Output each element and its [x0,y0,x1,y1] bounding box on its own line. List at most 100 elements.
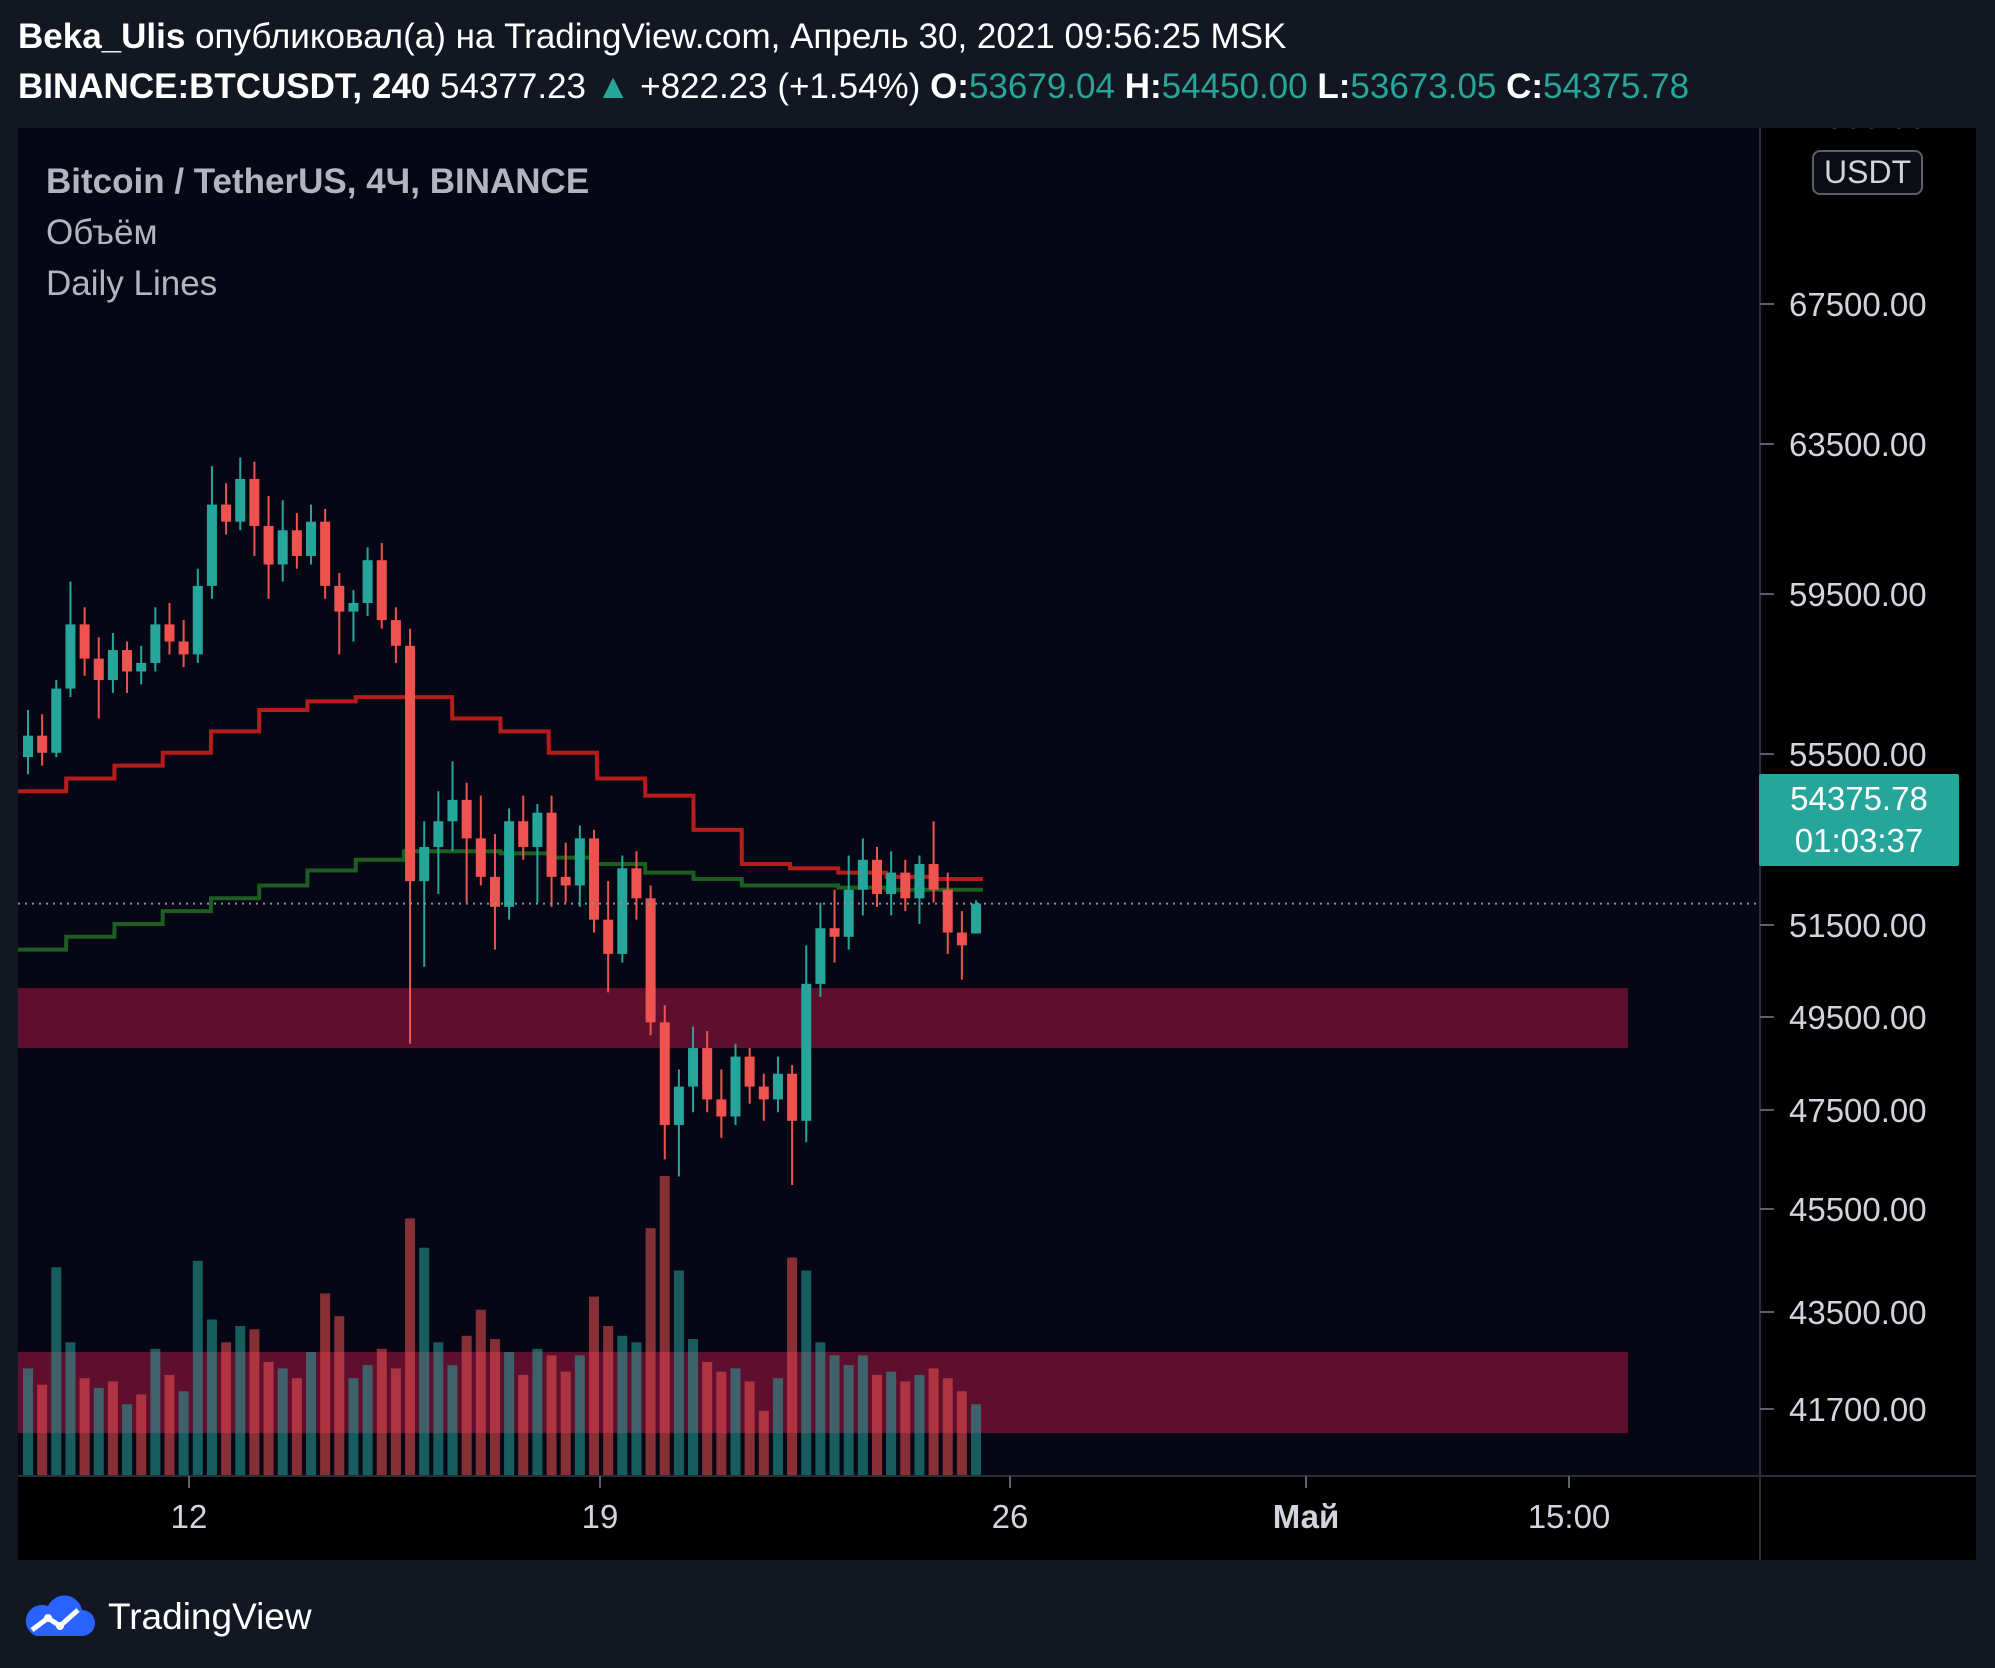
time-tick-label: 19 [582,1498,619,1535]
legend-volume[interactable]: Объём [46,213,158,252]
candle-body [348,603,359,612]
time-axis[interactable]: 12 19 26 Май 15:00 [18,1475,1976,1535]
price-axis[interactable]: 72500.00 67500.00 63500.00 59500.00 55500.00… [1759,128,1927,1560]
volume-bar [900,1381,911,1476]
candle-body [306,521,316,556]
volume-bar [617,1335,628,1476]
volume-bar [971,1404,982,1476]
close-label: C: [1506,67,1544,106]
volume-bar [306,1352,316,1476]
price-tick-label: 63500.00 [1789,426,1927,463]
candle [857,838,868,916]
candle-body [221,504,232,522]
author-name[interactable]: Beka_Ulis [18,17,186,56]
daily-line-red [18,695,983,882]
candle-body [603,919,614,954]
volume-bar [589,1296,599,1476]
candle-body [589,838,599,920]
candle [900,859,911,912]
candle [787,1065,798,1186]
candle-body [93,658,104,681]
candle-body [291,530,302,556]
candle [603,881,614,993]
candle [631,851,642,920]
volume-bar [93,1387,104,1476]
candle [829,889,840,963]
candle-body [702,1048,713,1100]
volume-bar [122,1404,133,1476]
candle-body [419,846,430,882]
candle [107,632,118,693]
candle [376,543,387,629]
volume-bar [376,1348,387,1476]
candle [405,628,416,1044]
candle-body [744,1056,755,1087]
volume-bar [65,1342,76,1476]
candle-body [971,903,982,934]
candle-body [320,521,331,586]
volume-bar [744,1381,755,1476]
high-value: 54450.00 [1161,67,1308,106]
candle [744,1048,755,1104]
candle [93,637,104,719]
volume-bar [136,1394,147,1476]
candle [334,573,345,655]
candle-body [489,876,500,907]
volume-bar [37,1384,48,1476]
candle [65,581,76,698]
candle [872,846,882,907]
candle-body [532,812,543,847]
chart-area[interactable]: 72500.00 67500.00 63500.00 59500.00 55500.00… [18,128,1976,1560]
candle [589,829,599,933]
candle [801,945,812,1143]
publication-line: Beka_Ulis опубликовал(а) на TradingView.… [18,12,1978,62]
legend-main-series[interactable]: Bitcoin / TetherUS, 4Ч, BINANCE [46,162,590,201]
volume-bar [886,1371,897,1476]
volume-bar [532,1348,543,1476]
candle-body [942,889,953,933]
candle-body [801,983,812,1121]
open-value: 53679.04 [968,67,1115,106]
candle-body [956,932,967,946]
volume-bar [447,1365,458,1476]
volume-bar [829,1355,840,1476]
candle-body [192,585,203,655]
candle-body [928,864,939,890]
open-label: O: [930,67,969,106]
volume-bar [348,1378,359,1476]
current-price-value: 54375.78 [1790,780,1928,817]
volume-bar [801,1270,812,1476]
candle-body [772,1073,783,1100]
volume-bar [659,1176,670,1476]
candle-body [334,585,345,612]
candle [164,603,175,655]
candle-body [405,645,416,882]
candle-body [23,735,33,758]
candle [716,1069,727,1138]
current-price-badge: 54375.78 01:03:37 [1759,774,1959,866]
price-tick-label: 43500.00 [1789,1294,1927,1331]
candle-body [518,821,529,847]
candle [843,855,854,950]
legend-indicator[interactable]: Daily Lines [46,264,218,303]
candle-body [150,624,161,663]
volume-bar [574,1355,585,1476]
volume-bar [249,1329,260,1476]
volume-bar [390,1368,401,1476]
volume-bar [787,1257,798,1476]
candle [673,1069,684,1177]
candle [659,1005,670,1160]
footer-brand[interactable]: TradingView [108,1596,312,1637]
candle-body [107,650,118,681]
chart-canvas[interactable]: 72500.00 67500.00 63500.00 59500.00 55500.00… [18,128,1976,1560]
price-tick-label: 55500.00 [1789,736,1927,773]
price-tick-label: 41700.00 [1789,1391,1927,1428]
time-tick-label: 26 [992,1498,1029,1535]
candle [518,795,529,860]
candle-body [461,799,472,839]
bar-countdown: 01:03:37 [1794,822,1924,859]
candle-body [65,624,76,689]
volume-bar [942,1378,953,1476]
currency-badge[interactable]: USDT [1812,150,1924,195]
close-value: 54375.78 [1543,67,1690,106]
